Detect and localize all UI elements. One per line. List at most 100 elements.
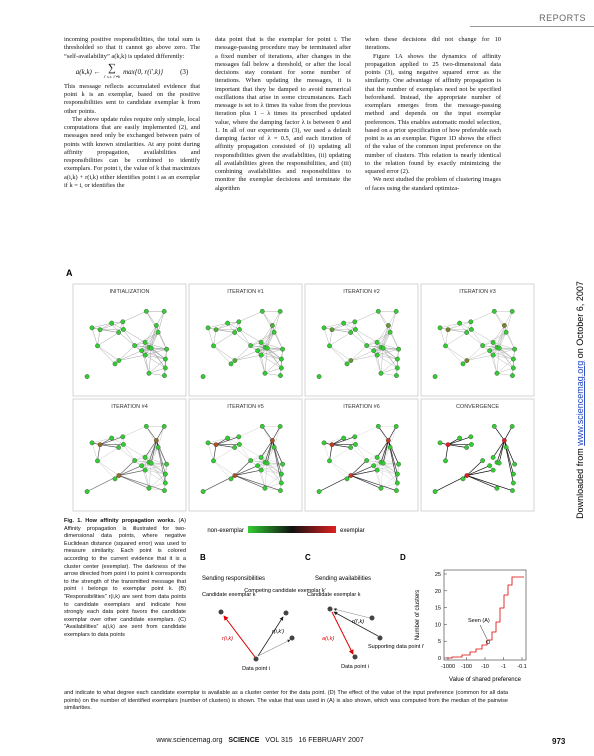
data-point bbox=[468, 434, 474, 440]
message-edge bbox=[493, 348, 515, 356]
exemplar-arrow bbox=[156, 440, 167, 465]
data-point bbox=[271, 329, 277, 335]
data-point bbox=[329, 442, 335, 448]
node bbox=[352, 654, 358, 660]
message-edge bbox=[261, 348, 283, 356]
message-edge bbox=[261, 469, 282, 475]
message-edge bbox=[505, 332, 515, 350]
exemplar-arrow bbox=[118, 475, 150, 489]
message-edge bbox=[118, 447, 135, 461]
message-edge bbox=[376, 342, 398, 360]
message-edge bbox=[447, 321, 471, 330]
caption-label: Fig. 1. bbox=[64, 518, 82, 524]
x-tick-label: -1000 bbox=[441, 664, 455, 670]
data-point bbox=[154, 323, 159, 328]
message-edge bbox=[148, 473, 166, 489]
message-edge bbox=[262, 311, 275, 333]
message-edge bbox=[257, 348, 283, 351]
message-edge bbox=[266, 347, 282, 369]
message-edge bbox=[250, 460, 265, 463]
data-point bbox=[490, 467, 496, 473]
message-edge bbox=[123, 444, 146, 458]
eq-rhs: max{0, r(i′,k)} bbox=[123, 67, 164, 76]
message-edge bbox=[493, 354, 514, 360]
data-point bbox=[464, 358, 470, 363]
message-edge bbox=[238, 311, 263, 323]
exemplar-arrow bbox=[234, 460, 251, 476]
data-point bbox=[511, 471, 516, 477]
arrow bbox=[257, 639, 291, 657]
data-point bbox=[280, 346, 285, 352]
arrow bbox=[333, 608, 371, 619]
message-edge bbox=[482, 332, 507, 346]
message-edge bbox=[264, 358, 282, 374]
sidebar-text: Downloaded from www.sciencemag.org on Oc… bbox=[575, 281, 585, 519]
data-point bbox=[469, 442, 474, 447]
message-edge bbox=[380, 358, 398, 374]
message-edge bbox=[389, 332, 399, 350]
message-edge bbox=[350, 354, 378, 361]
panel-title: Sending responsibilities bbox=[202, 576, 265, 582]
message-edge bbox=[146, 311, 157, 326]
exemplar-arrow bbox=[148, 440, 157, 463]
message-edge bbox=[250, 332, 275, 346]
data-point bbox=[353, 327, 358, 332]
message-edge bbox=[97, 447, 119, 462]
data-point bbox=[380, 460, 386, 466]
exemplar-arrow bbox=[350, 475, 397, 491]
message-edge bbox=[264, 367, 282, 374]
message-edge bbox=[97, 345, 119, 361]
message-edge bbox=[234, 447, 251, 461]
data-point bbox=[378, 370, 384, 376]
message-edge bbox=[145, 342, 167, 350]
data-point bbox=[480, 343, 485, 348]
message-edge bbox=[355, 444, 378, 458]
node bbox=[377, 635, 383, 641]
data-point bbox=[164, 461, 169, 467]
message-edge bbox=[97, 332, 119, 347]
message-edge bbox=[148, 367, 166, 374]
data-point bbox=[142, 467, 148, 473]
message-edge bbox=[145, 354, 166, 360]
data-point bbox=[264, 460, 270, 466]
node-label: Candidate exemplar k bbox=[202, 592, 256, 598]
arrow bbox=[331, 611, 354, 655]
sidebar-link[interactable]: www.sciencemag.org bbox=[575, 361, 585, 447]
data-point bbox=[393, 424, 399, 429]
exemplar-arrow bbox=[234, 475, 266, 489]
data-point bbox=[148, 460, 154, 466]
message-edge bbox=[382, 462, 398, 484]
data-point bbox=[164, 346, 169, 352]
exemplar-arrow bbox=[447, 444, 467, 448]
message-edge bbox=[350, 345, 367, 361]
equation: a(k,k) ← ∑ i′ s.t. i′≠k max{0, r(i′,k)} (… bbox=[64, 61, 200, 83]
message-edge bbox=[213, 345, 235, 361]
node bbox=[283, 610, 289, 616]
exemplar-arrow bbox=[329, 444, 333, 461]
message-edge bbox=[144, 447, 159, 458]
data-point bbox=[510, 488, 515, 493]
message-edge bbox=[148, 447, 159, 463]
data-point bbox=[344, 361, 350, 367]
data-point bbox=[116, 330, 122, 335]
data-point bbox=[348, 445, 354, 450]
panel-frame bbox=[72, 398, 187, 512]
data-point bbox=[120, 319, 126, 325]
message-edge bbox=[493, 354, 514, 369]
message-edge bbox=[150, 447, 159, 464]
message-edge bbox=[148, 488, 165, 491]
message-edge bbox=[331, 321, 355, 330]
data-point bbox=[510, 480, 516, 486]
message-edge bbox=[122, 311, 147, 323]
message-edge bbox=[492, 342, 514, 360]
data-point bbox=[248, 458, 253, 463]
data-point bbox=[464, 445, 470, 450]
message-edge bbox=[260, 355, 266, 374]
node bbox=[289, 635, 295, 641]
data-point bbox=[236, 434, 242, 440]
message-edge bbox=[355, 329, 367, 346]
message-edge bbox=[466, 354, 494, 361]
exemplar-arrow bbox=[262, 426, 273, 441]
data-point bbox=[387, 444, 393, 450]
exemplar-arrow bbox=[498, 440, 505, 464]
